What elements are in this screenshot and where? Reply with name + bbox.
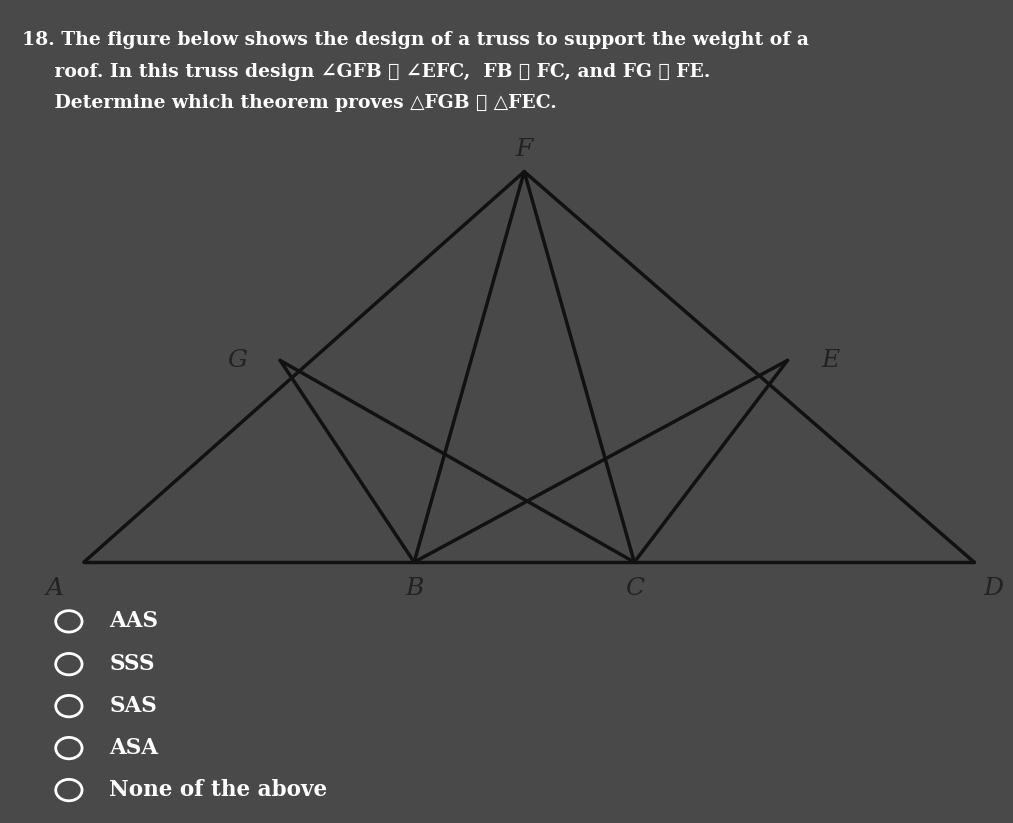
Text: Determine which theorem proves △FGB ≅ △FEC.: Determine which theorem proves △FGB ≅ △F… (22, 94, 557, 112)
Text: G: G (227, 349, 247, 372)
Text: None of the above: None of the above (109, 779, 327, 801)
Text: E: E (822, 349, 840, 372)
Text: AAS: AAS (109, 611, 158, 632)
Text: SAS: SAS (109, 695, 157, 717)
Text: SSS: SSS (109, 653, 155, 675)
Text: roof. In this truss design ∠GFB ≅ ∠EFC,  FB ≅ FC, and FG ≅ FE.: roof. In this truss design ∠GFB ≅ ∠EFC, … (22, 63, 711, 81)
Text: 18. The figure below shows the design of a truss to support the weight of a: 18. The figure below shows the design of… (22, 31, 809, 49)
Text: B: B (405, 577, 423, 600)
Text: ASA: ASA (109, 737, 158, 759)
Text: D: D (984, 577, 1003, 600)
Text: A: A (47, 577, 64, 600)
Text: F: F (516, 138, 533, 161)
Text: C: C (625, 577, 644, 600)
